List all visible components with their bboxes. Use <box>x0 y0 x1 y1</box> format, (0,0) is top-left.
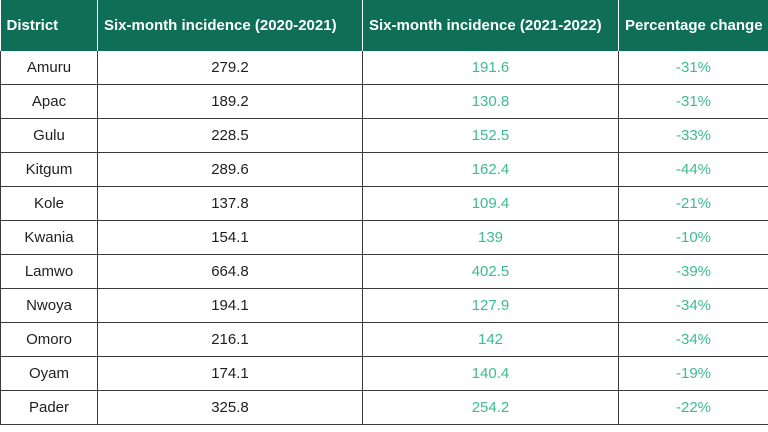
header-district: District <box>0 0 98 51</box>
table-row: Omoro 216.1 142 -34% <box>0 322 768 357</box>
district-cell: Kwania <box>0 220 98 255</box>
district-cell: Gulu <box>0 118 98 153</box>
percentage-change-cell: -44% <box>618 152 768 187</box>
table-row: Gulu 228.5 152.5 -33% <box>0 118 768 153</box>
incidence-2020-2021-cell: 664.8 <box>97 254 363 289</box>
incidence-2020-2021-cell: 194.1 <box>97 288 363 323</box>
district-cell: Amuru <box>0 51 98 85</box>
table-row: Oyam 174.1 140.4 -19% <box>0 356 768 391</box>
percentage-change-cell: -39% <box>618 254 768 289</box>
incidence-2020-2021-cell: 325.8 <box>97 390 363 425</box>
incidence-2021-2022-cell: 162.4 <box>362 152 619 187</box>
incidence-2021-2022-cell: 109.4 <box>362 186 619 221</box>
district-cell: Pader <box>0 390 98 425</box>
table-row: Amuru 279.2 191.6 -31% <box>0 51 768 85</box>
percentage-change-cell: -34% <box>618 322 768 357</box>
table-row: Lamwo 664.8 402.5 -39% <box>0 254 768 289</box>
incidence-2021-2022-cell: 140.4 <box>362 356 619 391</box>
table-row: Kitgum 289.6 162.4 -44% <box>0 152 768 187</box>
incidence-2020-2021-cell: 174.1 <box>97 356 363 391</box>
incidence-2021-2022-cell: 191.6 <box>362 51 619 85</box>
district-cell: Nwoya <box>0 288 98 323</box>
incidence-2020-2021-cell: 189.2 <box>97 84 363 119</box>
table-header: District Six-month incidence (2020-2021)… <box>0 0 768 51</box>
incidence-2021-2022-cell: 127.9 <box>362 288 619 323</box>
incidence-2020-2021-cell: 154.1 <box>97 220 363 255</box>
incidence-2020-2021-cell: 228.5 <box>97 118 363 153</box>
percentage-change-cell: -31% <box>618 51 768 85</box>
incidence-2020-2021-cell: 289.6 <box>97 152 363 187</box>
percentage-change-cell: -19% <box>618 356 768 391</box>
table-row: Kwania 154.1 139 -10% <box>0 220 768 255</box>
incidence-2020-2021-cell: 216.1 <box>97 322 363 357</box>
incidence-2021-2022-cell: 142 <box>362 322 619 357</box>
percentage-change-cell: -21% <box>618 186 768 221</box>
district-cell: Oyam <box>0 356 98 391</box>
district-cell: Apac <box>0 84 98 119</box>
header-incidence-2021-2022: Six-month incidence (2021-2022) <box>362 0 619 51</box>
district-cell: Kitgum <box>0 152 98 187</box>
percentage-change-cell: -22% <box>618 390 768 425</box>
header-row: District Six-month incidence (2020-2021)… <box>0 0 768 51</box>
percentage-change-cell: -31% <box>618 84 768 119</box>
incidence-2020-2021-cell: 137.8 <box>97 186 363 221</box>
district-cell: Kole <box>0 186 98 221</box>
percentage-change-cell: -33% <box>618 118 768 153</box>
table-row: Pader 325.8 254.2 -22% <box>0 390 768 425</box>
incidence-2021-2022-cell: 402.5 <box>362 254 619 289</box>
percentage-change-cell: -10% <box>618 220 768 255</box>
header-percentage-change: Percentage change <box>618 0 768 51</box>
table-row: Nwoya 194.1 127.9 -34% <box>0 288 768 323</box>
incidence-2021-2022-cell: 152.5 <box>362 118 619 153</box>
district-cell: Omoro <box>0 322 98 357</box>
incidence-2021-2022-cell: 130.8 <box>362 84 619 119</box>
incidence-2021-2022-cell: 254.2 <box>362 390 619 425</box>
incidence-2021-2022-cell: 139 <box>362 220 619 255</box>
table-row: Kole 137.8 109.4 -21% <box>0 186 768 221</box>
percentage-change-cell: -34% <box>618 288 768 323</box>
header-incidence-2020-2021: Six-month incidence (2020-2021) <box>97 0 363 51</box>
incidence-2020-2021-cell: 279.2 <box>97 51 363 85</box>
table-body: Amuru 279.2 191.6 -31% Apac 189.2 130.8 -31% Gul… <box>0 51 768 425</box>
district-cell: Lamwo <box>0 254 98 289</box>
table-row: Apac 189.2 130.8 -31% <box>0 84 768 119</box>
